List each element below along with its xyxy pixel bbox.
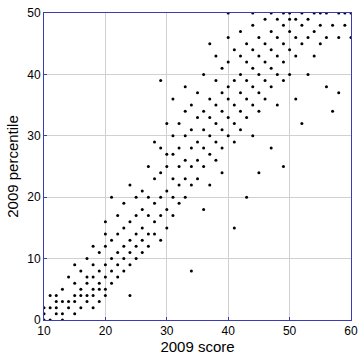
svg-text:20: 20 <box>27 190 41 204</box>
svg-text:20: 20 <box>99 324 113 338</box>
svg-text:40: 40 <box>27 68 41 82</box>
svg-text:10: 10 <box>37 324 51 338</box>
svg-text:0: 0 <box>34 313 41 327</box>
svg-text:40: 40 <box>222 324 236 338</box>
svg-text:2009 score: 2009 score <box>160 338 234 355</box>
svg-text:2009 percentile: 2009 percentile <box>4 115 21 218</box>
svg-text:10: 10 <box>27 252 41 266</box>
svg-text:60: 60 <box>344 324 358 338</box>
svg-text:30: 30 <box>160 324 174 338</box>
svg-text:50: 50 <box>283 324 297 338</box>
svg-text:50: 50 <box>27 6 41 20</box>
svg-text:30: 30 <box>27 129 41 143</box>
